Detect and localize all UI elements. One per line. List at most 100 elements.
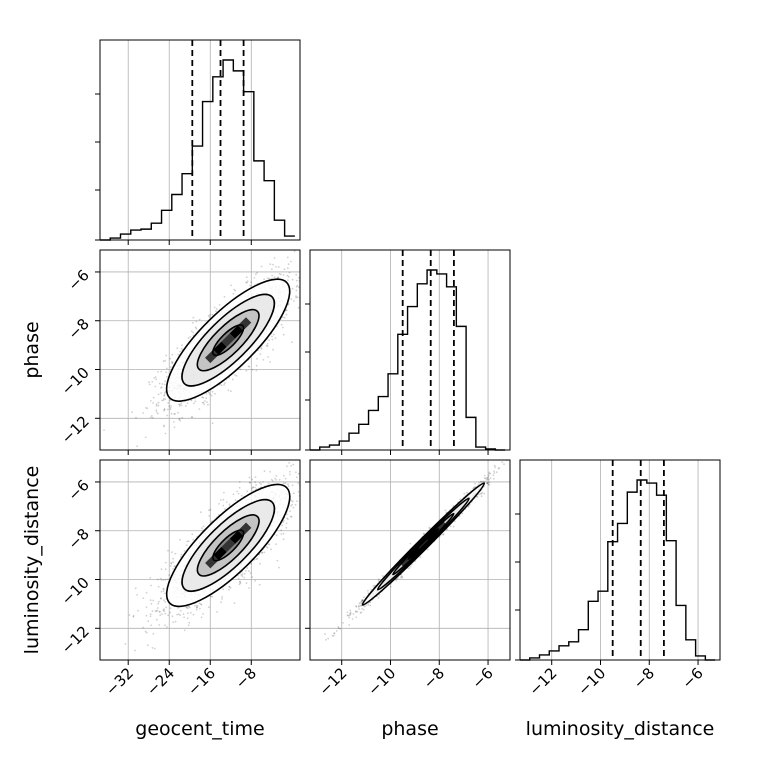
scatter-point <box>202 613 205 615</box>
scatter-point <box>222 588 225 591</box>
scatter-point <box>165 367 168 370</box>
scatter-point <box>239 582 242 584</box>
scatter-point <box>255 369 258 372</box>
contour-line <box>181 498 276 592</box>
scatter-point <box>173 565 176 568</box>
scatter-point <box>241 573 244 575</box>
scatter-point <box>480 492 483 495</box>
scatter-point <box>179 610 182 612</box>
scatter-point <box>163 579 165 581</box>
scatter-point <box>177 353 180 356</box>
x-tick-label: −6 <box>679 664 707 692</box>
scatter-point <box>178 418 181 420</box>
scatter-point <box>285 309 288 312</box>
scatter-point <box>199 511 202 514</box>
scatter-point <box>321 464 323 466</box>
scatter-point <box>192 613 195 616</box>
scatter-point <box>292 463 295 466</box>
scatter-point <box>269 361 271 363</box>
scatter-point <box>179 556 182 558</box>
scatter-point <box>179 538 182 541</box>
scatter-point <box>267 543 270 545</box>
scatter-point <box>293 300 295 302</box>
scatter-point <box>290 260 292 263</box>
scatter-point <box>277 266 280 268</box>
scatter-point <box>164 432 167 435</box>
scatter-point <box>149 615 152 618</box>
scatter-point <box>289 510 291 512</box>
scatter-point <box>170 562 173 565</box>
scatter-point <box>308 519 310 521</box>
scatter-point <box>284 477 287 480</box>
scatter-point <box>251 478 254 481</box>
scatter-point <box>146 407 149 410</box>
scatter-point <box>164 612 167 615</box>
scatter-point <box>277 276 280 279</box>
scatter-point <box>188 606 191 609</box>
scatter-point <box>298 286 300 289</box>
scatter-point <box>150 602 153 605</box>
scatter-point <box>134 649 136 652</box>
scatter-point <box>227 389 230 392</box>
scatter-point <box>169 366 172 368</box>
scatter-point <box>178 405 181 407</box>
x-tick-label: −8 <box>232 664 260 692</box>
scatter-point <box>304 274 306 276</box>
scatter-point <box>172 561 175 564</box>
scatter-point <box>190 330 193 333</box>
scatter-point <box>171 360 173 363</box>
scatter-point <box>165 354 168 357</box>
scatter-point <box>303 498 305 500</box>
scatter-point <box>154 376 157 378</box>
scatter-point <box>283 268 286 271</box>
scatter-point <box>161 399 164 402</box>
scatter-point <box>163 393 166 396</box>
scatter-point <box>271 480 274 482</box>
scatter-point <box>301 477 303 479</box>
scatter-point <box>302 477 304 479</box>
scatter-point <box>292 506 295 509</box>
scatter-point <box>157 412 159 415</box>
scatter-point <box>241 575 244 578</box>
scatter-point <box>158 610 161 613</box>
y-tick-label: −10 <box>58 574 93 609</box>
scatter-point <box>170 412 173 415</box>
scatter-point <box>194 605 196 607</box>
y-tick-label: −8 <box>64 525 92 553</box>
scatter-point <box>196 606 198 609</box>
density-cell <box>237 317 252 331</box>
scatter-panel-geocent-time-vs-luminosity-distance: −12−10−8−6−32 −24 −16 −8 <box>58 459 323 699</box>
scatter-point <box>174 565 176 567</box>
scatter-point <box>273 276 276 279</box>
scatter-point <box>150 584 152 587</box>
scatter-point <box>238 486 241 489</box>
scatter-point <box>266 343 269 345</box>
scatter-point <box>155 378 158 381</box>
scatter-point <box>166 626 168 628</box>
scatter-point <box>269 263 272 266</box>
scatter-point <box>231 378 234 381</box>
scatter-point <box>295 279 298 282</box>
scatter-point <box>255 364 258 367</box>
scatter-point <box>262 481 264 483</box>
scatter-point <box>426 548 429 551</box>
scatter-point <box>248 587 250 589</box>
scatter-point <box>246 567 249 569</box>
scatter-point <box>296 296 299 299</box>
scatter-point <box>132 615 135 618</box>
scatter-point <box>171 551 173 554</box>
scatter-point <box>177 411 180 414</box>
scatter-point <box>137 609 140 612</box>
scatter-point <box>271 335 273 338</box>
scatter-point <box>287 267 289 270</box>
scatter-point <box>199 607 201 610</box>
scatter-point <box>207 403 209 406</box>
scatter-point <box>260 348 263 350</box>
scatter-point <box>166 414 169 417</box>
scatter-point <box>326 253 328 255</box>
scatter-point <box>145 606 148 608</box>
scatter-point <box>208 391 211 394</box>
scatter-point <box>290 499 293 502</box>
scatter-point <box>132 614 135 617</box>
scatter-point <box>351 618 354 620</box>
